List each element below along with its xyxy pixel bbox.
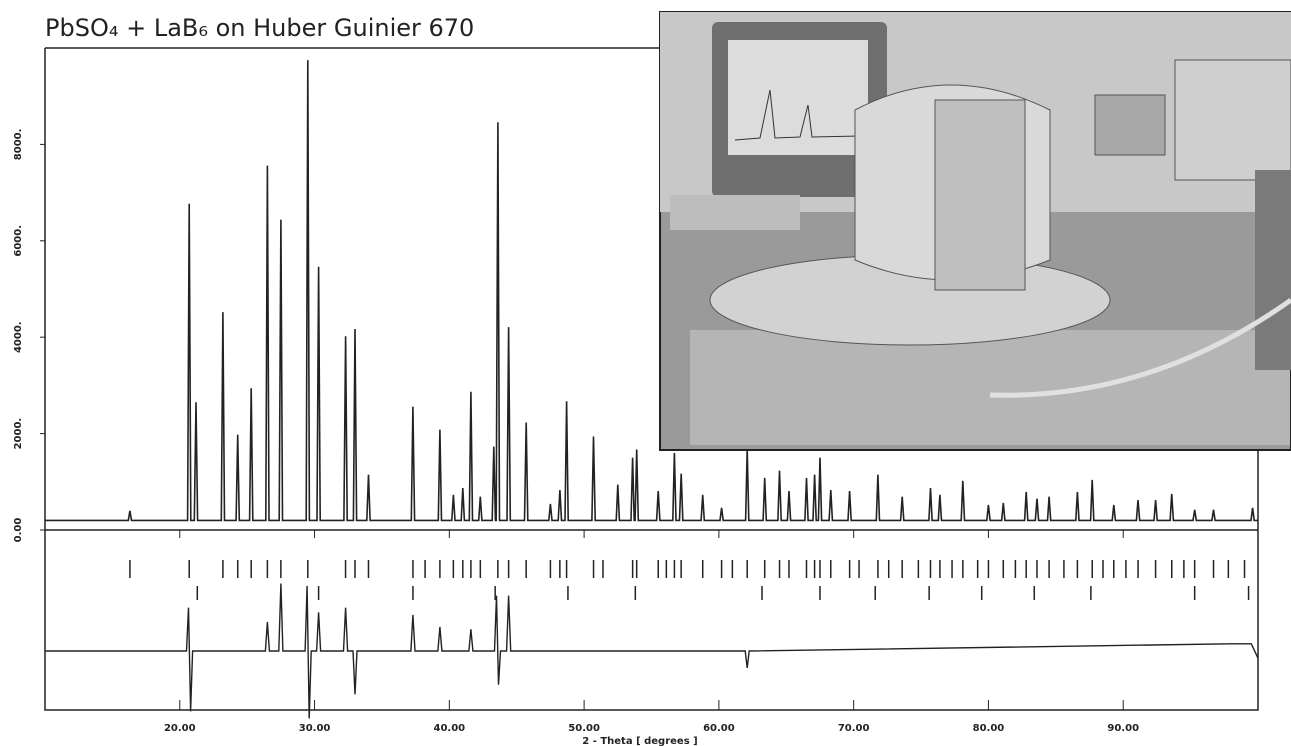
y-tick-label: 6000. bbox=[13, 225, 24, 257]
plot-area: 0.00 2000. 4000. 6000. 8000. 20.00 30.00 40.00 5… bbox=[13, 47, 1259, 734]
observed-line bbox=[45, 60, 1258, 522]
x-tick-label: 80.00 bbox=[973, 723, 1005, 734]
x-tick-label: 30.00 bbox=[299, 723, 331, 734]
y-tick-label: 8000. bbox=[13, 129, 24, 161]
x-tick-label: 60.00 bbox=[703, 723, 735, 734]
frame bbox=[44, 47, 1259, 711]
y-tick-label: 0.00 bbox=[13, 518, 24, 543]
y-tick-label: 2000. bbox=[13, 418, 24, 450]
difference-line bbox=[45, 583, 1259, 719]
x-axis-label: 2 - Theta [ degrees ] bbox=[582, 736, 697, 746]
x-tick-label: 20.00 bbox=[164, 723, 196, 734]
chart-title: PbSO₄ + LaB₆ on Huber Guinier 670 bbox=[45, 14, 474, 42]
y-tick-label: 4000. bbox=[13, 321, 24, 353]
x-tick-label: 90.00 bbox=[1107, 723, 1139, 734]
photo-inset bbox=[659, 11, 1291, 451]
x-tick-label: 70.00 bbox=[838, 723, 870, 734]
x-tick-label: 50.00 bbox=[568, 723, 600, 734]
x-tick-label: 40.00 bbox=[434, 723, 466, 734]
